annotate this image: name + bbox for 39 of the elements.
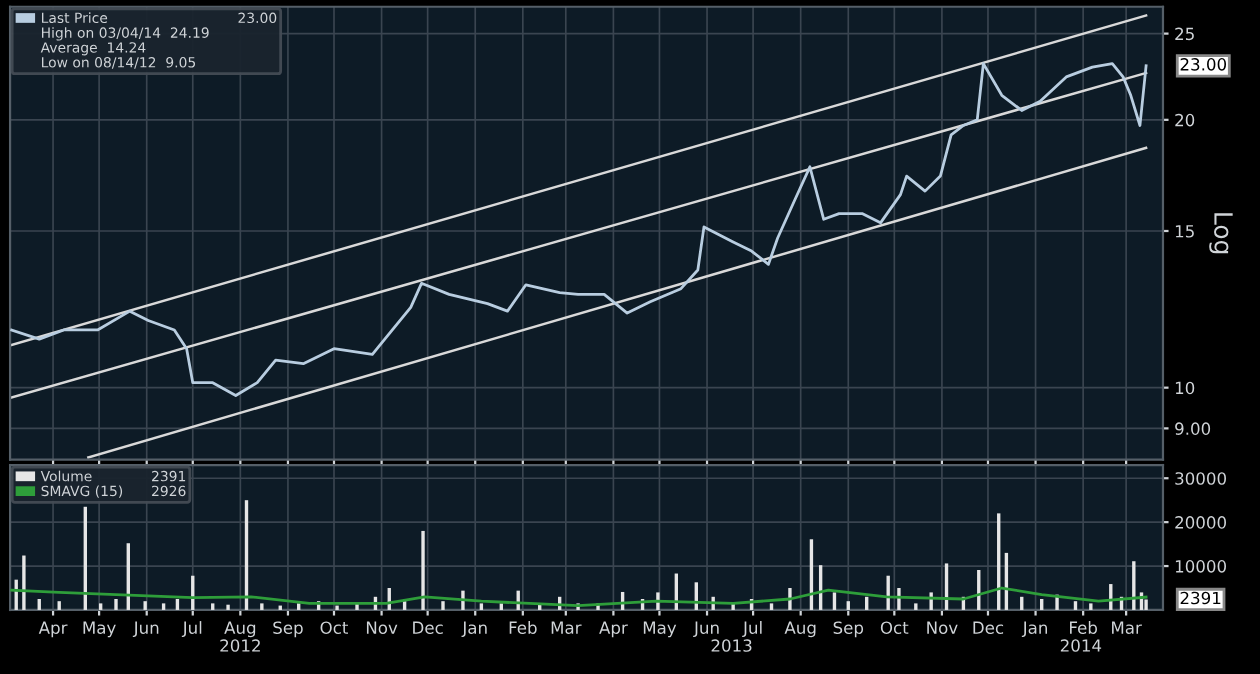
text: 2013 [711,639,752,652]
y-tick-label: 9.00 [1175,422,1211,435]
annotation: 23.00 [1180,58,1227,71]
x-tick-label: Oct [320,621,349,634]
annotation: 2391 [1180,591,1221,605]
x-tick-label: Aug [784,621,816,638]
text: 2014 [1060,639,1102,652]
y-tick-label: 30000 [1175,472,1226,485]
x-tick-label: Dec [973,621,1004,634]
x-tick-label: Nov [927,621,958,634]
y-tick-label: 10000 [1175,560,1226,573]
x-tick-label: May [83,621,116,638]
x-tick-label: Feb [509,621,537,634]
x-tick-label: Jan [1021,621,1047,638]
text: 2012 [220,639,260,652]
x-tick-label: Apr [38,621,68,638]
x-tick-label: Jul [181,621,202,638]
x-tick-label: May [643,621,677,638]
x-tick-label: Feb [1070,621,1097,634]
x-tick-label: Dec [413,621,443,634]
x-tick-label: Jun [132,621,159,638]
x-tick-label: Jul [742,621,762,638]
x-tick-label: Aug [224,621,256,638]
y-axis-title: Log [1209,213,1233,254]
x-tick-label: Mar [1112,621,1142,634]
y-tick-label: 20 [1175,113,1195,127]
x-tick-label: Jun [693,621,719,638]
x-tick-label: Sep [273,621,303,638]
x-tick-label: Oct [880,621,909,634]
x-tick-label: Mar [551,621,582,634]
x-tick-label: Jan [461,621,487,638]
x-tick-label: Sep [833,621,864,638]
y-tick-label: 20000 [1175,516,1226,529]
y-tick-label: 10 [1175,381,1195,395]
y-tick-label: 15 [1175,225,1194,238]
x-tick-label: Nov [366,621,398,634]
line-series [10,586,1148,607]
x-tick-label: Apr [599,621,628,638]
y-tick-label: 25 [1175,27,1194,41]
